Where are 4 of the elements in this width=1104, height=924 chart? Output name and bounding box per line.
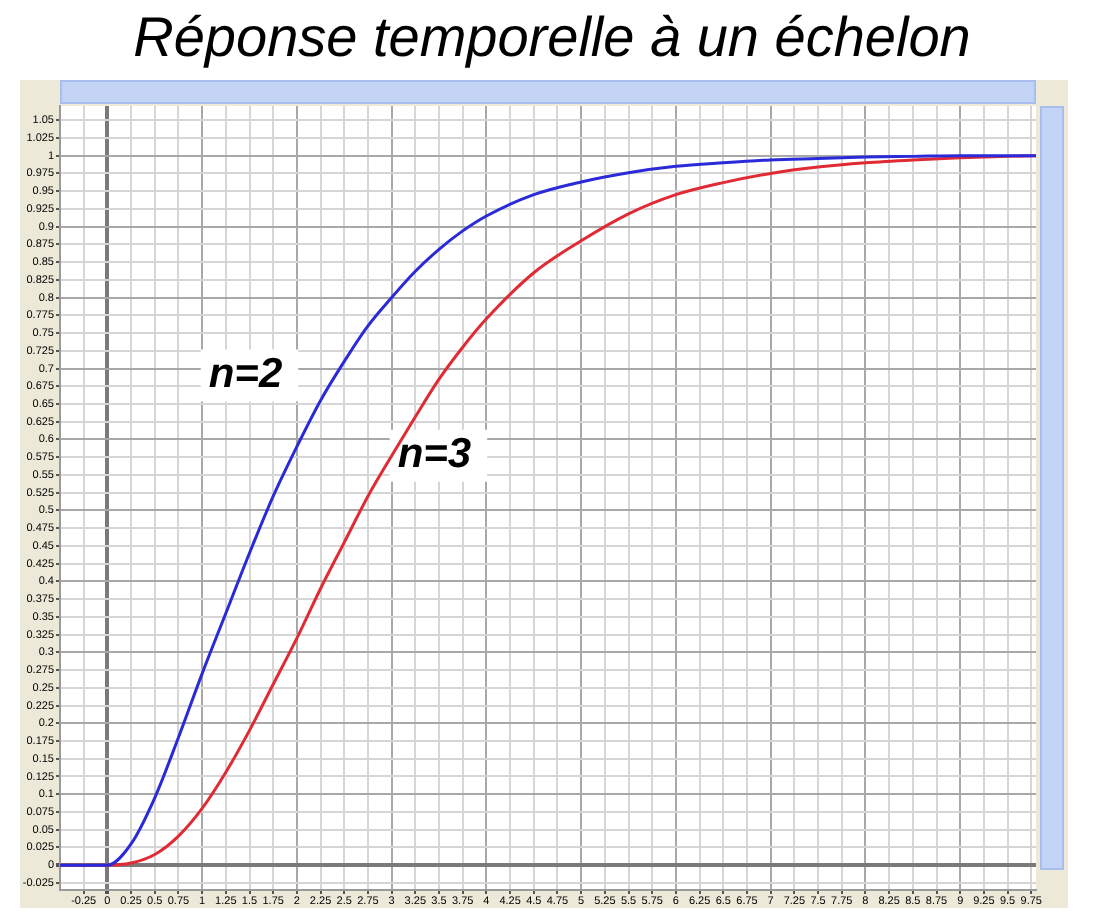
series-label: n=2 bbox=[208, 351, 283, 398]
series-label: n=3 bbox=[397, 431, 472, 478]
line-series bbox=[60, 154, 1036, 867]
chart-title: Réponse temporelle à un échelon bbox=[131, 4, 973, 72]
